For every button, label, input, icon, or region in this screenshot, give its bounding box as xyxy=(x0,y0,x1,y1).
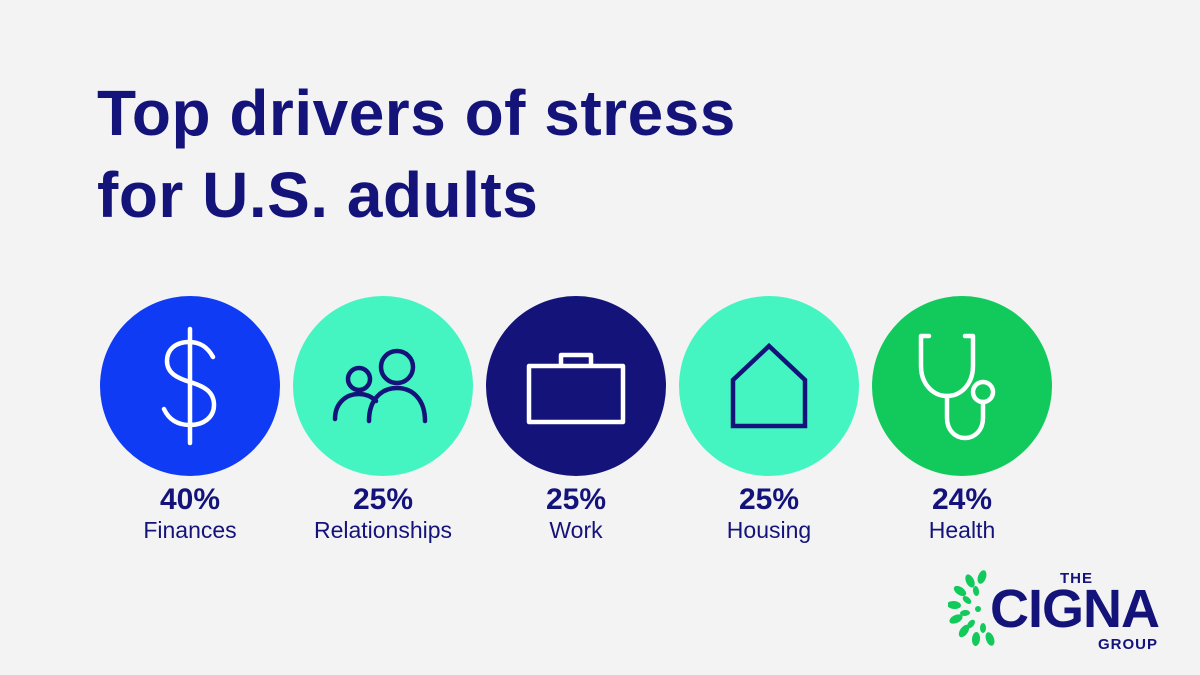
title-line-1: Top drivers of stress xyxy=(97,77,736,149)
stat-work: 25% Work xyxy=(486,296,666,544)
logo-wordmark: CIGNA xyxy=(990,579,1160,639)
stat-label: Finances xyxy=(143,517,237,543)
health-circle xyxy=(872,296,1052,476)
stat-label: Housing xyxy=(726,517,812,543)
finances-circle xyxy=(100,296,280,476)
title-line-2: for U.S. adults xyxy=(97,159,539,231)
stat-finances: 40% Finances xyxy=(100,296,280,544)
leaf-burst-icon xyxy=(948,570,995,646)
people-icon xyxy=(332,348,428,424)
briefcase-icon xyxy=(526,352,626,425)
dollar-icon xyxy=(161,326,217,446)
stat-value: 24% xyxy=(931,483,993,516)
stat-label: Work xyxy=(549,517,603,543)
stat-value: 25% xyxy=(738,483,800,516)
relationships-circle xyxy=(293,296,473,476)
logo-the-text: THE xyxy=(1060,570,1093,587)
work-circle xyxy=(486,296,666,476)
stat-value: 25% xyxy=(352,483,414,516)
logo-group-text: GROUP xyxy=(1098,636,1159,653)
housing-circle xyxy=(679,296,859,476)
stat-housing: 25% Housing xyxy=(679,296,859,544)
page-title: Top drivers of stress for U.S. adults xyxy=(97,72,736,236)
cigna-group-logo: THE CIGNA GROUP xyxy=(948,567,1168,657)
stethoscope-icon xyxy=(918,333,996,441)
stat-value: 25% xyxy=(545,483,607,516)
stat-label: Health xyxy=(928,517,996,543)
stat-label: Relationships xyxy=(313,517,453,543)
stat-health: 24% Health xyxy=(872,296,1052,544)
house-icon xyxy=(730,342,808,429)
stat-relationships: 25% Relationships xyxy=(293,296,473,544)
stat-value: 40% xyxy=(159,483,221,516)
